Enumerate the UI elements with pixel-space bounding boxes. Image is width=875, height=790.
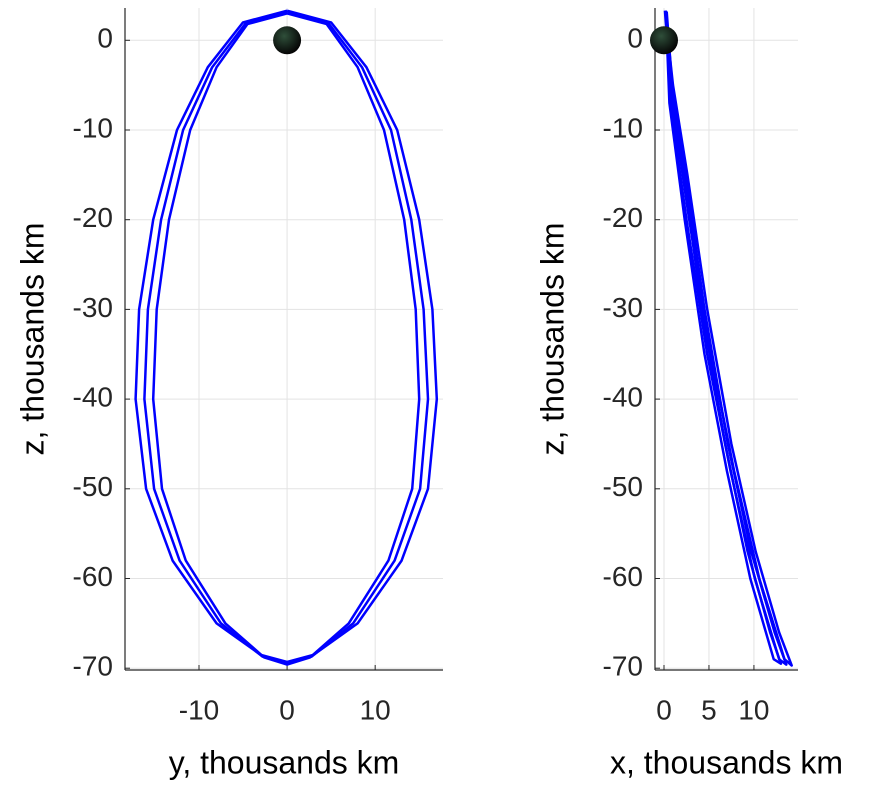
trajectory [663,10,793,667]
y-tick-label: -20 [73,202,113,233]
x-tick-label: 0 [279,694,295,725]
y-tick-label: -30 [73,292,113,323]
y-tick-label: -60 [603,561,643,592]
y-tick-label: -70 [73,651,113,682]
y-tick-label: -70 [603,651,643,682]
y-tick-label: -30 [603,292,643,323]
x-axis-label: y, thousands km [169,744,400,780]
trajectory [134,9,439,664]
y-tick-label: -40 [73,381,113,412]
y-tick-label: -10 [603,112,643,143]
y-tick-label: -20 [603,202,643,233]
x-tick-label: -10 [179,694,219,725]
earth-body [273,26,302,55]
earth-body [649,26,678,55]
y-tick-label: -10 [73,112,113,143]
x-axis-label: x, thousands km [610,744,843,780]
trajectory [151,12,421,666]
x-tick-label: 10 [360,694,391,725]
x-tick-label: 0 [656,694,672,725]
x-tick-label: 5 [701,694,717,725]
y-tick-label: -50 [73,471,113,502]
y-tick-label: 0 [627,23,643,54]
y-tick-label: -60 [73,561,113,592]
x-tick-label: 10 [738,694,769,725]
trajectory [665,11,788,666]
y-tick-label: -40 [603,381,643,412]
y-axis-label: z, thousands km [14,223,50,456]
y-axis-label: z, thousands km [534,223,570,456]
trajectory [664,10,783,665]
y-tick-label: 0 [97,23,113,54]
y-tick-label: -50 [603,471,643,502]
